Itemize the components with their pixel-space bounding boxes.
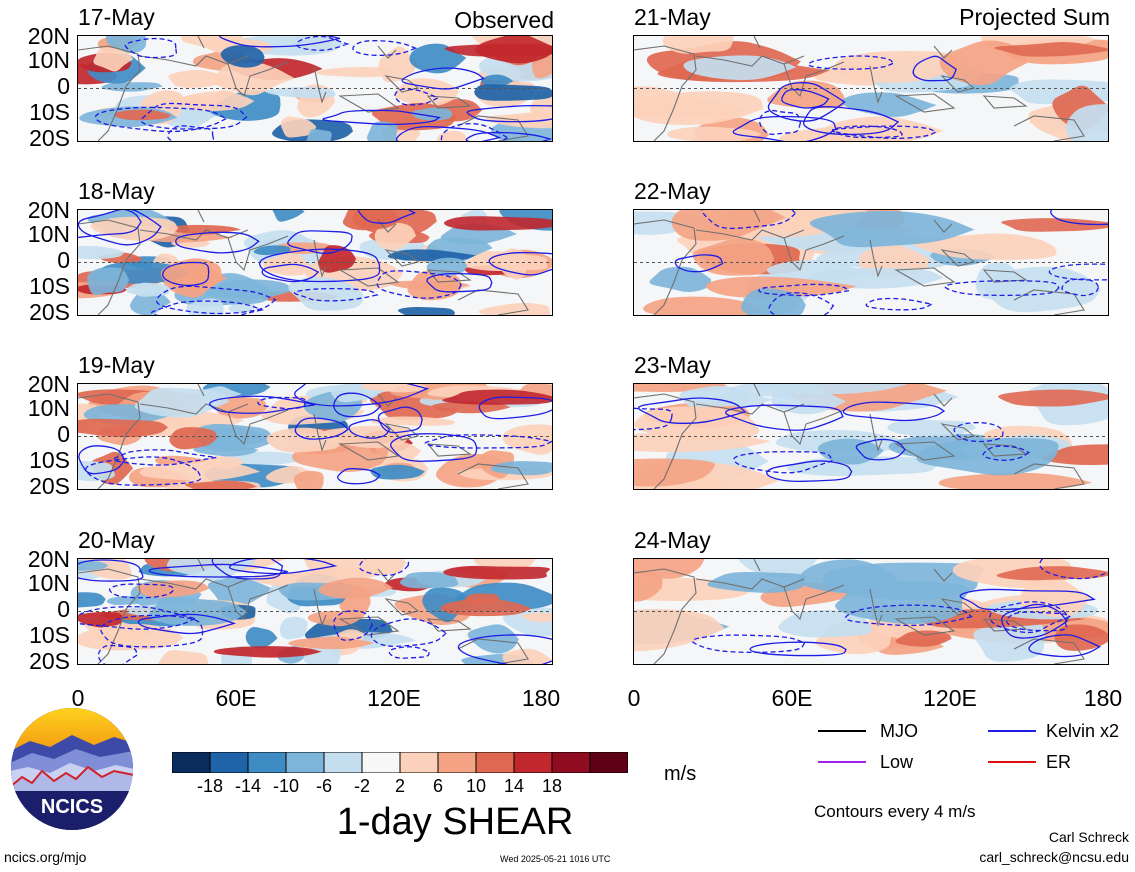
y-tick-label: 20S [29, 648, 70, 674]
colorbar [172, 752, 628, 773]
ncics-logo: NCICS [11, 708, 133, 830]
colorbar-box [399, 752, 439, 773]
colorbar-tick-label: -18 [196, 776, 224, 796]
colorbar-box [172, 752, 211, 773]
y-tick-label: 20N [27, 546, 70, 572]
map-panel-18-May [78, 210, 552, 315]
chart-title: 1-day SHEAR [336, 801, 574, 843]
colorbar-box [247, 752, 287, 773]
y-tick-label: 10S [29, 447, 70, 473]
map-panel-21-May [634, 36, 1108, 141]
panel-date-label: 19-May [78, 352, 155, 378]
panel-date-label: 18-May [78, 178, 155, 204]
y-tick-label: 20N [27, 371, 70, 397]
x-tick-120e-right: 120E [923, 685, 977, 711]
legend-label-kelvin: Kelvin x2 [1046, 721, 1120, 741]
shear-field [634, 559, 1108, 664]
map-panel-20-May [78, 559, 552, 664]
y-tick-label: 0 [57, 73, 70, 99]
colorbar-tick-label: 2 [394, 776, 406, 796]
y-tick-label: 20N [27, 23, 70, 49]
colorbar-box [551, 752, 591, 773]
colorbar-tick-label: -2 [353, 776, 371, 796]
shear-field [78, 36, 552, 141]
panel-date-label: 22-May [634, 178, 711, 204]
x-tick-180-left: 180 [521, 685, 561, 711]
y-tick-label: 10S [29, 99, 70, 125]
shear-field [634, 36, 1108, 141]
map-panel-17-May [78, 36, 552, 141]
y-tick-label: 20S [29, 125, 70, 151]
x-tick-0-right: 0 [627, 685, 641, 711]
legend-label-mjo: MJO [880, 721, 918, 741]
x-tick-0-left: 0 [71, 685, 85, 711]
y-tick-label: 10N [27, 395, 70, 421]
legend-line-low [818, 761, 866, 763]
panel-date-label: 24-May [634, 527, 711, 553]
colorbar-tick-label: -10 [272, 776, 300, 796]
logo-text: NCICS [41, 796, 103, 818]
timestamp: Wed 2025-05-21 1016 UTC [500, 854, 611, 864]
legend-label-er: ER [1046, 752, 1072, 772]
shear-field [78, 559, 552, 664]
colorbar-tick-label: -6 [315, 776, 333, 796]
y-tick-label: 0 [57, 421, 70, 447]
colorbar-tick-label: 14 [503, 776, 525, 796]
y-tick-label: 0 [57, 596, 70, 622]
colorbar-box [437, 752, 477, 773]
shear-field [634, 384, 1108, 489]
y-tick-label: 20S [29, 473, 70, 499]
contour-interval-note: Contours every 4 m/s [814, 802, 976, 821]
y-tick-label: 10N [27, 221, 70, 247]
legend-line-er [988, 761, 1036, 763]
x-tick-60e-right: 60E [771, 685, 813, 711]
x-tick-60e-left: 60E [215, 685, 257, 711]
legend-line-mjo [818, 730, 866, 732]
y-tick-label: 10N [27, 570, 70, 596]
panel-date-label: 20-May [78, 527, 155, 553]
site-link[interactable]: ncics.org/mjo [4, 849, 87, 865]
author-email[interactable]: carl_schreck@ncsu.edu [979, 849, 1129, 865]
panel-date-label: 23-May [634, 352, 711, 378]
observed-label: Observed [454, 7, 554, 33]
shear-field [78, 210, 552, 315]
map-panel-22-May [634, 210, 1108, 315]
colorbar-tick-label: 10 [465, 776, 487, 796]
colorbar-box [589, 752, 628, 773]
y-tick-label: 10S [29, 622, 70, 648]
colorbar-box [209, 752, 249, 773]
colorbar-tick-label: -14 [234, 776, 262, 796]
x-tick-180-right: 180 [1083, 685, 1123, 711]
y-tick-label: 20N [27, 197, 70, 223]
author-name: Carl Schreck [1048, 829, 1129, 845]
panel-date-label: 17-May [78, 4, 155, 30]
y-tick-label: 10N [27, 47, 70, 73]
shear-field [634, 210, 1108, 315]
colorbar-box [513, 752, 553, 773]
projected-sum-label: Projected Sum [959, 4, 1110, 30]
map-panel-23-May [634, 384, 1108, 489]
colorbar-tick-label: 18 [541, 776, 563, 796]
map-panel-24-May [634, 559, 1108, 664]
colorbar-tick-label: 6 [432, 776, 444, 796]
colorbar-box [285, 752, 325, 773]
y-tick-label: 10S [29, 273, 70, 299]
y-tick-label: 0 [57, 247, 70, 273]
y-tick-label: 20S [29, 299, 70, 325]
panel-date-label: 21-May [634, 4, 711, 30]
legend-label-low: Low [880, 752, 914, 772]
x-tick-120e-left: 120E [367, 685, 421, 711]
colorbar-box [323, 752, 363, 773]
shear-field [78, 384, 552, 489]
map-panel-19-May [78, 384, 552, 489]
units-label: m/s [664, 763, 697, 785]
legend-line-kelvin [988, 730, 1036, 732]
colorbar-box [475, 752, 515, 773]
colorbar-box [361, 752, 401, 773]
